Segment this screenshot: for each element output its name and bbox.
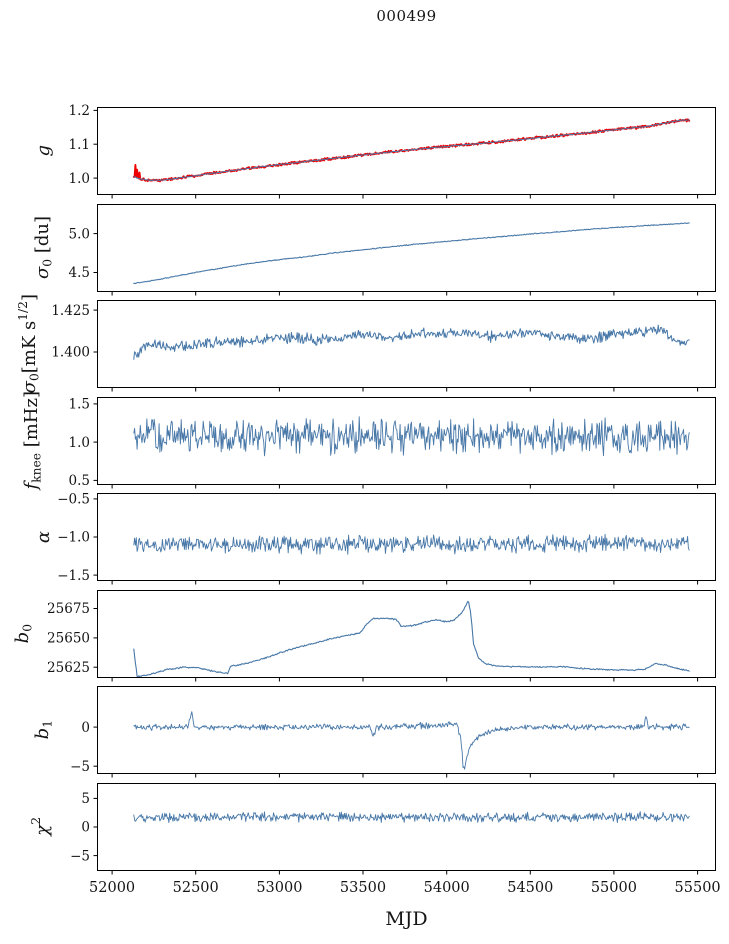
y-tick-label: 0 bbox=[81, 819, 90, 835]
panel-b0-canvas: 25625 25650 25675 bbox=[47, 589, 716, 681]
y-tick-label: 1.2 bbox=[69, 103, 90, 119]
y-tick-label: 5.0 bbox=[69, 226, 90, 242]
axes-spines bbox=[97, 493, 716, 581]
y-tick-label: −5 bbox=[70, 848, 90, 864]
axes-spines bbox=[97, 300, 716, 388]
y-tick-label: 1.425 bbox=[51, 303, 90, 319]
panel-fknee-canvas: 0.5 1.0 1.5 bbox=[69, 396, 716, 489]
axes-spines bbox=[97, 396, 716, 485]
panel-sigma0-mk-canvas: 1.400 1.425 bbox=[51, 300, 716, 392]
panel-sigma0-du-canvas: 4.5 5.0 bbox=[69, 203, 716, 295]
y-tick-label: 25675 bbox=[47, 601, 90, 617]
y-tick-label: 1.0 bbox=[69, 434, 90, 450]
axes-spines bbox=[97, 107, 716, 195]
series-sigma0-mk bbox=[133, 324, 690, 360]
y-tick-label: 1.5 bbox=[69, 396, 90, 412]
y-tick-label: −5 bbox=[70, 759, 90, 775]
axes-spines bbox=[97, 203, 716, 292]
y-tick-label: 0 bbox=[81, 720, 90, 736]
y-tick-label: 5 bbox=[81, 791, 90, 807]
x-tick-label: 54500 bbox=[507, 880, 553, 896]
series-chi2 bbox=[133, 810, 690, 823]
ylabel-alpha: α bbox=[33, 530, 54, 544]
series-b1 bbox=[133, 711, 690, 770]
panel-g-canvas: 1.0 1.1 1.2 bbox=[69, 103, 716, 199]
y-tick-label: −1.0 bbox=[57, 530, 90, 546]
y-tick-label: −0.5 bbox=[57, 492, 90, 508]
y-tick-label: 25625 bbox=[47, 659, 90, 675]
ylabel-g: g bbox=[33, 145, 54, 157]
ylabel-b0: b0 bbox=[12, 623, 35, 644]
x-tick-label: 53000 bbox=[256, 880, 302, 896]
y-tick-label: 4.5 bbox=[69, 265, 90, 281]
series-b0 bbox=[133, 600, 690, 678]
y-tick-label: 1.0 bbox=[69, 171, 90, 187]
ylabel-sigma0-du: σ0 [du] bbox=[32, 216, 55, 279]
y-tick-label: 0.5 bbox=[69, 473, 90, 489]
axes-spines bbox=[97, 589, 716, 678]
panel-alpha-canvas: −1.5 −1.0 −0.5 bbox=[57, 492, 716, 585]
x-tick-label: 53500 bbox=[340, 880, 386, 896]
ylabel-sigma0-mk: σ0[mK s1/2] bbox=[16, 294, 42, 394]
y-tick-label: 1.1 bbox=[69, 137, 90, 153]
x-tick-label: 55000 bbox=[591, 880, 637, 896]
x-tick-label: 52000 bbox=[89, 880, 135, 896]
axes-spines bbox=[97, 686, 716, 774]
y-tick-label: 25650 bbox=[47, 630, 90, 646]
y-tick-label: 1.400 bbox=[51, 345, 90, 361]
series-fknee bbox=[133, 415, 690, 456]
y-tick-label: −1.5 bbox=[57, 568, 90, 584]
ylabel-b1: b1 bbox=[32, 720, 55, 740]
chart-title: 000499 bbox=[376, 7, 437, 25]
series-gain-fit bbox=[133, 119, 690, 182]
axes-spines bbox=[97, 782, 716, 871]
panel-b1-canvas: −5 0 bbox=[70, 686, 716, 778]
x-axis-label: MJD bbox=[385, 908, 428, 930]
x-tick-label: 55500 bbox=[675, 880, 721, 896]
x-tick-label: 54000 bbox=[424, 880, 470, 896]
ylabel-chi2: χ2 bbox=[29, 817, 53, 836]
ylabel-fknee: fknee [mHz] bbox=[21, 391, 44, 490]
series-alpha bbox=[133, 533, 690, 555]
series-sigma0-du bbox=[133, 221, 690, 284]
panel-chi2-canvas: 52000 52500 53000 53500 54000 54500 55000 55500… bbox=[70, 782, 721, 896]
x-tick-label: 52500 bbox=[173, 880, 219, 896]
